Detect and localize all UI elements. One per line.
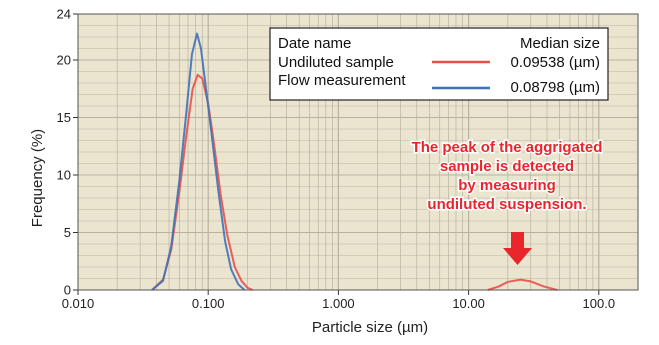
x-tick-label: 0.100 bbox=[192, 296, 225, 311]
y-tick-label: 15 bbox=[57, 110, 71, 125]
legend-header-median: Median size bbox=[520, 35, 600, 52]
legend-label-undiluted: Undiluted sample bbox=[278, 54, 394, 71]
y-axis-title: Frequency (%) bbox=[29, 129, 46, 227]
legend-median-flow: 0.08798 (µm) bbox=[510, 79, 600, 96]
y-tick-label: 0 bbox=[64, 283, 71, 298]
x-tick-label: 0.010 bbox=[62, 296, 95, 311]
annotation-line-4: undiluted suspension. bbox=[427, 196, 586, 213]
x-tick-label: 100.0 bbox=[583, 296, 616, 311]
x-tick-label: 10.00 bbox=[452, 296, 485, 311]
annotation-line-1: The peak of the aggrigated bbox=[412, 139, 603, 156]
annotation-line-2: sample is detected bbox=[440, 158, 574, 175]
y-tick-label: 20 bbox=[57, 53, 71, 68]
legend-label-flow: Flow measurement bbox=[278, 72, 406, 89]
annotation-line-3: by measuring bbox=[458, 177, 556, 194]
legend-header-name: Date name bbox=[278, 35, 351, 52]
legend: Date name Median size Undiluted sample 0… bbox=[270, 28, 608, 100]
y-tick-label: 10 bbox=[57, 168, 71, 183]
x-axis-title: Particle size (µm) bbox=[312, 319, 428, 336]
y-tick-label: 5 bbox=[64, 225, 71, 240]
x-tick-label: 1.000 bbox=[322, 296, 355, 311]
legend-median-undiluted: 0.09538 (µm) bbox=[510, 54, 600, 71]
y-tick-label: 24 bbox=[57, 7, 71, 22]
